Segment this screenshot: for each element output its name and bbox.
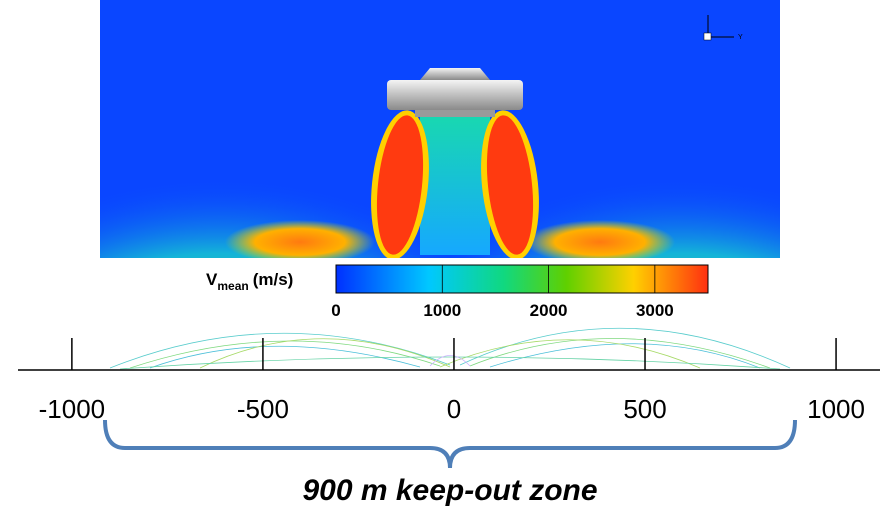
axis-tick-label: 1000 bbox=[807, 394, 865, 424]
colorbar-symbol: V bbox=[206, 270, 218, 289]
colorbar-label: Vmean (m/s) bbox=[206, 270, 293, 293]
orientation-label: Y bbox=[738, 34, 743, 41]
figure: Y Vmean (m/s) 0 1000 2000 3000 -1000 -500 0 500… bbox=[0, 0, 889, 518]
trajectories bbox=[110, 328, 790, 369]
colorbar-subscript: mean bbox=[217, 279, 248, 293]
axis-tick-label: -500 bbox=[237, 394, 289, 424]
axis-tick-label: -1000 bbox=[39, 394, 106, 424]
colorbar-tick-label: 1000 bbox=[423, 301, 461, 320]
colorbar-tick-label: 3000 bbox=[636, 301, 674, 320]
axis-tick-label: 0 bbox=[447, 394, 461, 424]
axis-tick-label: 500 bbox=[623, 394, 666, 424]
colorbar-tick-label: 2000 bbox=[530, 301, 568, 320]
annotation: 900 m keep-out zone bbox=[302, 474, 597, 507]
colorbar-tick-label: 0 bbox=[331, 301, 340, 320]
bracket bbox=[105, 420, 795, 468]
colorbar bbox=[336, 265, 708, 293]
colorbar-unit: (m/s) bbox=[253, 270, 294, 289]
